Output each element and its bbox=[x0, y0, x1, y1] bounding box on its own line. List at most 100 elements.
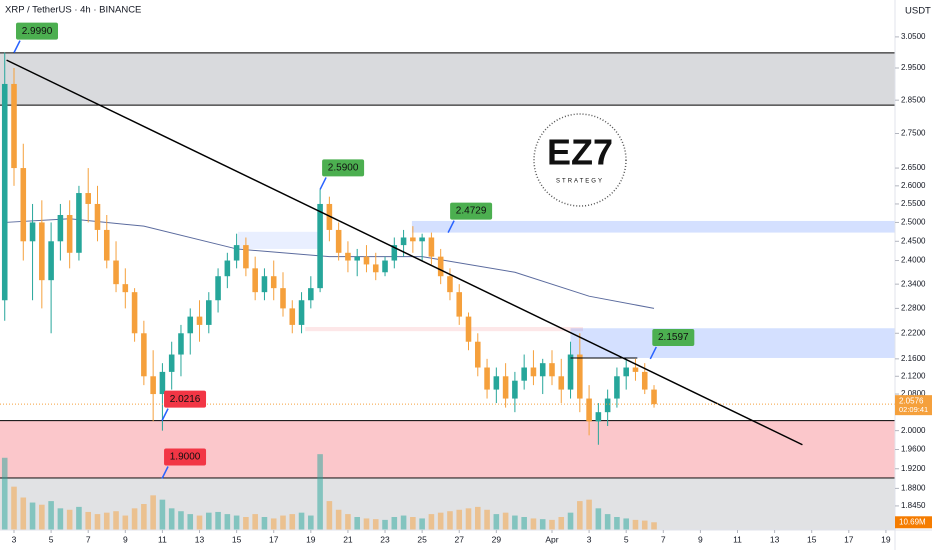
candle-body bbox=[233, 245, 240, 261]
candle-body bbox=[1, 83, 8, 301]
volume-bar bbox=[604, 514, 611, 530]
volume-bar bbox=[502, 512, 509, 530]
volume-bar bbox=[280, 515, 286, 530]
volume-bar bbox=[57, 508, 64, 530]
volume-bar bbox=[1, 457, 8, 530]
x-tick-label: 21 bbox=[343, 534, 353, 544]
volume-bar bbox=[159, 499, 166, 530]
volume-bar bbox=[20, 497, 27, 530]
zone bbox=[237, 231, 321, 249]
candle-body bbox=[57, 215, 64, 242]
zone bbox=[570, 328, 895, 358]
volume-bar bbox=[549, 519, 555, 530]
volume-bar bbox=[623, 518, 629, 530]
candle-body bbox=[419, 237, 425, 242]
volume-bar bbox=[558, 517, 565, 530]
volume-bar bbox=[94, 514, 101, 530]
candle-body bbox=[447, 276, 453, 293]
zone bbox=[0, 420, 895, 479]
x-tick-label: 25 bbox=[417, 534, 427, 544]
volume-bar bbox=[187, 514, 194, 530]
last-price-label: 2.0576 bbox=[899, 396, 924, 405]
x-tick-label: 11 bbox=[733, 534, 742, 544]
zone bbox=[305, 326, 583, 332]
volume-bar bbox=[595, 508, 602, 530]
y-tick-label: 1.9600 bbox=[901, 445, 926, 454]
volume-bar bbox=[326, 501, 333, 530]
x-tick-label: 15 bbox=[232, 534, 242, 544]
candle-body bbox=[20, 168, 27, 242]
candle-body bbox=[521, 367, 527, 381]
currency: USDT bbox=[905, 6, 931, 17]
volume-bar bbox=[345, 514, 351, 530]
volume-bar bbox=[141, 504, 147, 530]
volume-bar bbox=[76, 506, 82, 530]
candle-body bbox=[243, 245, 249, 269]
candle-body bbox=[539, 363, 546, 377]
volume-bar bbox=[521, 517, 527, 530]
volume-bar bbox=[233, 515, 240, 530]
volume-bar bbox=[567, 512, 574, 530]
y-tick-label: 2.5000 bbox=[901, 218, 926, 227]
y-tick-label: 2.5500 bbox=[901, 199, 926, 208]
volume-bar bbox=[224, 514, 231, 530]
logo: EZ7 STRATEGY bbox=[533, 113, 627, 207]
x-tick-label: 13 bbox=[770, 534, 780, 544]
volume-bar bbox=[243, 517, 249, 530]
y-tick-label: 2.2800 bbox=[901, 303, 926, 312]
candle-body bbox=[614, 376, 620, 399]
volume-bar bbox=[484, 509, 490, 530]
annotation-label: 2.1597 bbox=[658, 332, 689, 343]
annotation-pointer bbox=[649, 346, 657, 360]
annotation-tag bbox=[652, 328, 695, 346]
candle-body bbox=[159, 371, 166, 395]
candle-body bbox=[280, 288, 286, 309]
candle-body bbox=[354, 256, 360, 261]
volume-bar bbox=[428, 514, 435, 530]
x-tick-label: 23 bbox=[380, 534, 390, 544]
y-tick-label: 1.8450 bbox=[901, 501, 926, 510]
y-tick-label: 3.0500 bbox=[901, 32, 926, 41]
annotation-pointer bbox=[161, 466, 169, 479]
volume-bar bbox=[48, 501, 54, 530]
volume-bar bbox=[85, 511, 91, 530]
zone bbox=[411, 220, 895, 233]
annotation-pointer bbox=[161, 408, 169, 421]
x-tick-label: 7 bbox=[661, 534, 666, 544]
candle-body bbox=[604, 398, 611, 413]
y-tick-label: 2.8500 bbox=[901, 95, 926, 104]
candle-body bbox=[317, 203, 323, 289]
candle-body bbox=[76, 193, 82, 253]
volume-bar bbox=[298, 512, 305, 530]
last-price-box bbox=[895, 395, 932, 416]
volume-bar bbox=[122, 515, 129, 530]
volume-bar bbox=[178, 511, 184, 530]
volume-bar bbox=[206, 512, 212, 530]
annotation-label: 2.0216 bbox=[170, 394, 201, 405]
zone bbox=[0, 52, 895, 106]
candle-body bbox=[289, 308, 296, 325]
y-tick-label: 2.9500 bbox=[901, 63, 926, 72]
volume-bar bbox=[372, 519, 379, 530]
candle-body bbox=[567, 354, 574, 390]
x-tick-label: 9 bbox=[123, 534, 128, 544]
volume-bar bbox=[39, 504, 45, 530]
annotation-label: 2.4729 bbox=[456, 206, 487, 217]
volume-bar bbox=[270, 518, 277, 530]
annotation-pointer bbox=[319, 177, 327, 190]
y-tick-label: 2.4500 bbox=[901, 236, 926, 245]
x-tick-label: 3 bbox=[12, 534, 17, 544]
x-tick-label: Apr bbox=[545, 534, 558, 544]
logo-mark: EZ7 bbox=[547, 132, 613, 173]
volume-bar bbox=[11, 486, 17, 530]
y-tick-label: 1.8800 bbox=[901, 483, 926, 492]
candle-body bbox=[400, 237, 407, 246]
x-tick-label: 27 bbox=[454, 534, 464, 544]
volume-bar bbox=[168, 508, 175, 530]
candle-body bbox=[558, 376, 565, 390]
candle-body bbox=[85, 193, 91, 204]
candle-body bbox=[178, 333, 184, 355]
candle-body bbox=[382, 260, 388, 273]
candle-body bbox=[465, 316, 472, 342]
candle-body bbox=[196, 316, 203, 325]
